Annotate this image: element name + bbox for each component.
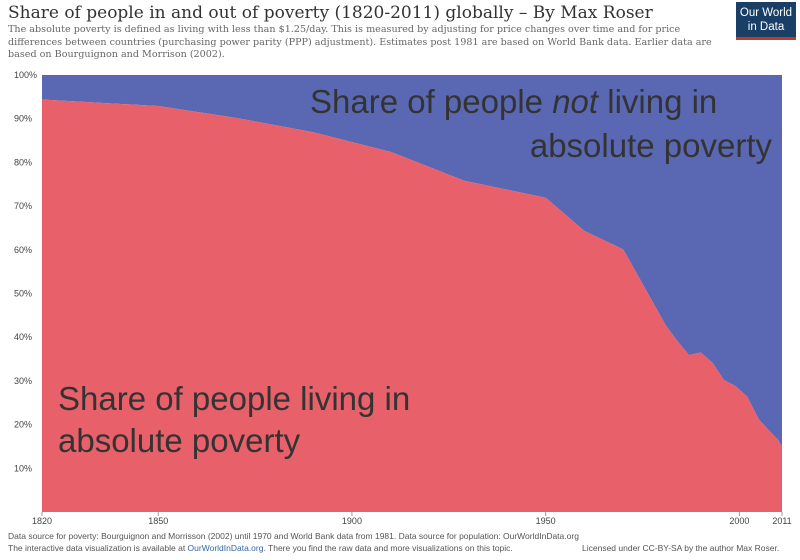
x-tick-label: 2000 — [729, 516, 749, 526]
y-tick-label: 60% — [14, 245, 32, 255]
owid-link[interactable]: OurWorldInData.org — [187, 543, 264, 553]
x-tick-label: 1900 — [342, 516, 362, 526]
area-in-poverty — [42, 99, 782, 513]
chart-title: Share of people in and out of poverty (1… — [8, 3, 653, 23]
x-tick-label: 1850 — [148, 516, 168, 526]
footer-sources: Data source for poverty: Bourguignon and… — [8, 531, 579, 541]
area-not-in-poverty — [42, 75, 782, 447]
x-axis: 1820 1850 1900 1950 2000 2011 — [32, 512, 792, 526]
y-tick-label: 20% — [14, 420, 32, 430]
logo-line-2: in Data — [747, 20, 785, 33]
y-tick-label: 100% — [14, 70, 37, 80]
y-tick-label: 30% — [14, 376, 32, 386]
y-axis: 10% 20% 30% 40% 50% 60% 70% 80% 90% 100% — [14, 70, 37, 473]
annotation-not-poor-start: Share of people — [310, 83, 552, 120]
x-tick-label: 2011 — [772, 516, 791, 526]
our-world-in-data-logo[interactable]: Our World in Data — [736, 2, 796, 40]
logo-line-1: Our World — [739, 6, 793, 19]
annotation-not-poor-line-1: Share of people not living in — [310, 83, 717, 120]
footer-license: Licensed under CC-BY-SA by the author Ma… — [582, 543, 780, 553]
annotation-not-poor-line-2: absolute poverty — [530, 127, 773, 164]
y-tick-label: 90% — [14, 114, 32, 124]
footer-note-end: . There you find the raw data and more v… — [263, 543, 513, 553]
annotation-poor-line-1: Share of people living in — [58, 380, 410, 417]
y-tick-label: 10% — [14, 463, 32, 473]
annotation-poor-line-2: absolute poverty — [58, 422, 301, 459]
y-tick-label: 50% — [14, 289, 32, 299]
plot-area — [42, 75, 782, 513]
chart-subtitle: The absolute poverty is defined as livin… — [8, 24, 712, 60]
y-tick-label: 70% — [14, 201, 32, 211]
x-tick-label: 1820 — [32, 516, 52, 526]
footer-visualization-note: The interactive data visualization is av… — [8, 543, 513, 553]
annotation-not-poor-end: living in — [598, 83, 717, 120]
y-tick-label: 40% — [14, 332, 32, 342]
y-tick-label: 80% — [14, 157, 32, 167]
annotation-not-emphasis: not — [552, 83, 600, 120]
footer-note-start: The interactive data visualization is av… — [8, 543, 188, 553]
x-tick-label: 1950 — [536, 516, 556, 526]
